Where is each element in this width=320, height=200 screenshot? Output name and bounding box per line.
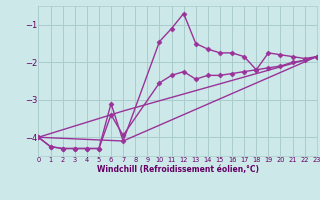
X-axis label: Windchill (Refroidissement éolien,°C): Windchill (Refroidissement éolien,°C) (97, 165, 259, 174)
